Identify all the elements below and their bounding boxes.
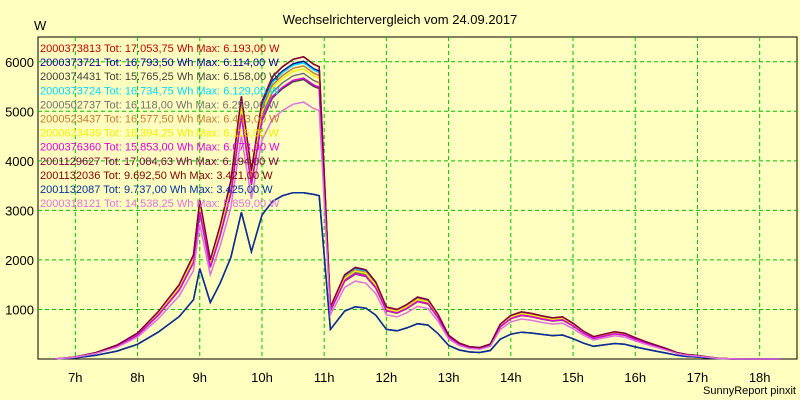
legend-entry: 2000623439 Tot: 16.394,25 Wh Max: 6.116,… bbox=[40, 128, 279, 140]
legend-entry: 2000502737 Tot: 16.118,00 Wh Max: 6.259,… bbox=[40, 99, 279, 111]
grid-lines bbox=[38, 37, 797, 359]
chart-title: Wechselrichtervergleich vom 24.09.2017 bbox=[283, 12, 518, 27]
legend-entry: 2000318121 Tot: 14.538,25 Wh Max: 5.859,… bbox=[40, 198, 280, 210]
legend-entry: 2001132087 Tot: 9.737,00 Wh Max: 3.425,0… bbox=[40, 184, 273, 196]
series-line-11 bbox=[54, 101, 781, 360]
x-tick-label: 17h bbox=[687, 370, 709, 385]
series-lines bbox=[54, 55, 781, 360]
x-tick-label: 8h bbox=[130, 370, 144, 385]
x-tick-label: 15h bbox=[562, 370, 584, 385]
y-tick-label: 2000 bbox=[5, 253, 34, 268]
x-tick-label: 10h bbox=[251, 370, 273, 385]
legend-entry: 2000373724 Tot: 16.734,75 Wh Max: 6.129,… bbox=[40, 85, 280, 97]
series-line-10 bbox=[54, 191, 781, 360]
y-tick-label: 1000 bbox=[5, 302, 34, 317]
legend-entry: 2000376360 Tot: 15.853,00 Wh Max: 6.073,… bbox=[40, 142, 280, 154]
x-tick-label: 12h bbox=[376, 370, 398, 385]
series-line-8 bbox=[54, 55, 781, 360]
y-axis-unit: W bbox=[34, 18, 47, 33]
y-tick-label: 6000 bbox=[5, 55, 34, 70]
legend: 2000373813 Tot: 17.053,75 Wh Max: 6.193,… bbox=[40, 43, 280, 210]
legend-entry: 2001132036 Tot: 9.692,50 Wh Max: 3.421,0… bbox=[40, 170, 273, 182]
legend-entry: 2000373721 Tot: 16.793,50 Wh Max: 6.114,… bbox=[40, 57, 279, 69]
legend-entry: 2000374431 Tot: 15.765,25 Wh Max: 6.158,… bbox=[40, 71, 280, 83]
x-tick-label: 14h bbox=[500, 370, 522, 385]
x-tick-label: 13h bbox=[438, 370, 460, 385]
y-tick-label: 5000 bbox=[5, 104, 34, 119]
x-tick-label: 11h bbox=[314, 370, 335, 385]
x-tick-label: 7h bbox=[68, 370, 82, 385]
x-tick-label: 9h bbox=[193, 370, 207, 385]
x-tick-label: 18h bbox=[749, 370, 771, 385]
legend-entry: 2001129627 Tot: 17.084,63 Wh Max: 6.194,… bbox=[40, 156, 279, 168]
legend-entry: 2000373813 Tot: 17.053,75 Wh Max: 6.193,… bbox=[40, 43, 280, 55]
y-tick-label: 4000 bbox=[5, 154, 34, 169]
legend-entry: 2000523437 Tot: 16.577,50 Wh Max: 6.443,… bbox=[40, 114, 280, 126]
y-axis-ticks: 1000 2000 3000 4000 5000 6000 bbox=[5, 55, 34, 318]
series-line-7 bbox=[54, 77, 781, 360]
y-tick-label: 3000 bbox=[5, 203, 34, 218]
x-tick-label: 16h bbox=[624, 370, 646, 385]
x-axis-ticks: 7h 8h 9h 10h 11h 12h 13h 14h 15h 16h 17h 18h bbox=[68, 370, 770, 385]
footer-credit: SunnyReport pinxit bbox=[703, 385, 796, 397]
